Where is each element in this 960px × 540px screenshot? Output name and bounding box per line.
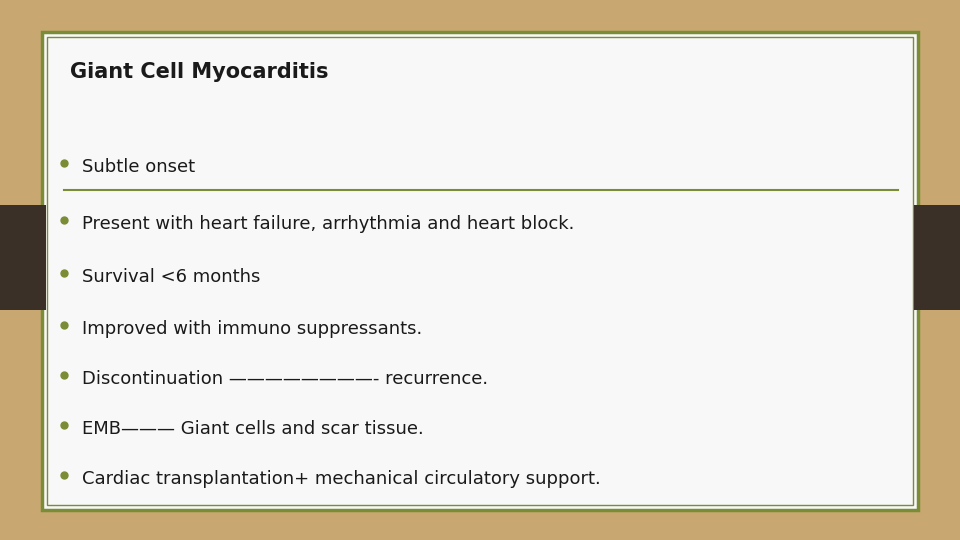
Bar — [914, 205, 960, 310]
Text: Improved with immuno suppressants.: Improved with immuno suppressants. — [82, 320, 422, 338]
Bar — [0, 205, 46, 310]
Text: Cardiac transplantation+ mechanical circulatory support.: Cardiac transplantation+ mechanical circ… — [82, 470, 601, 488]
Text: EMB——— Giant cells and scar tissue.: EMB——— Giant cells and scar tissue. — [82, 420, 423, 438]
Text: Present with heart failure, arrhythmia and heart block.: Present with heart failure, arrhythmia a… — [82, 215, 574, 233]
Text: Subtle onset: Subtle onset — [82, 158, 195, 176]
Text: Discontinuation ————————- recurrence.: Discontinuation ————————- recurrence. — [82, 370, 488, 388]
Text: Survival <6 months: Survival <6 months — [82, 268, 260, 286]
Bar — [42, 32, 918, 510]
Bar — [47, 37, 913, 505]
Text: Giant Cell Myocarditis: Giant Cell Myocarditis — [70, 62, 328, 82]
